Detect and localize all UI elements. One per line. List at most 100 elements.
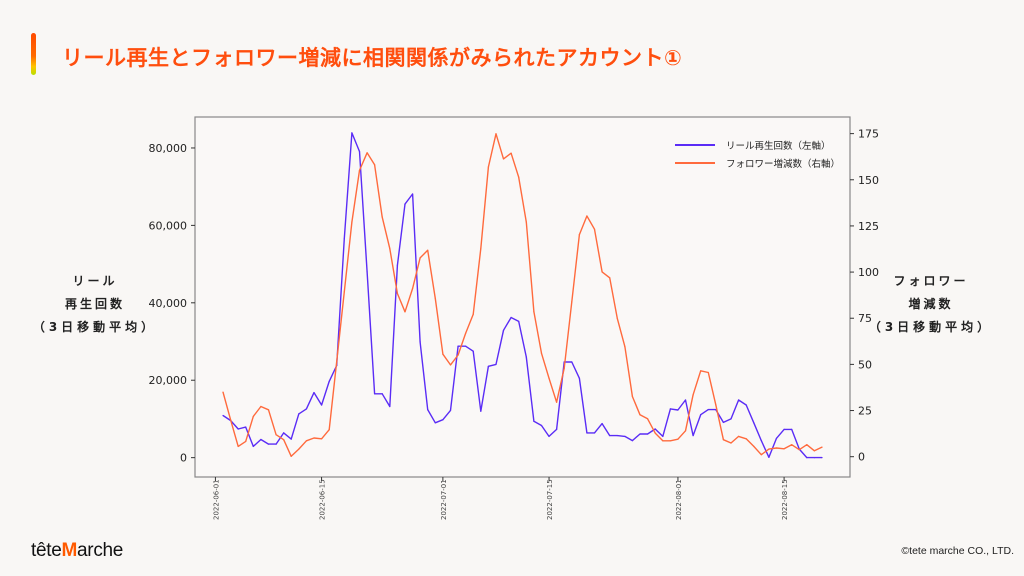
reel-views-point xyxy=(631,440,634,442)
follower-change-point xyxy=(358,169,361,171)
reel-views-point xyxy=(571,361,573,363)
follower-change-point xyxy=(389,248,391,250)
reel-views-point xyxy=(601,422,603,425)
reel-views-point xyxy=(305,408,308,410)
reel-views-point xyxy=(298,413,300,415)
reel-views-point xyxy=(502,329,505,331)
follower-change-point xyxy=(631,395,634,398)
left-y-tick-label: 20,000 xyxy=(149,374,188,387)
logo-text: M xyxy=(61,540,78,561)
follower-change-point xyxy=(510,152,512,154)
follower-change-point xyxy=(419,257,421,259)
follower-change-point xyxy=(662,440,664,442)
follower-change-point xyxy=(449,364,452,366)
follower-change-point xyxy=(320,438,323,440)
left-y-tick-label: 80,000 xyxy=(149,142,188,155)
reel-views-point xyxy=(745,404,747,406)
follower-change-point xyxy=(821,446,823,448)
x-tick-label: 2022-06-01 xyxy=(212,479,220,520)
reel-views-point xyxy=(760,440,762,442)
reel-views-point xyxy=(222,414,224,417)
reel-views-point xyxy=(518,320,520,322)
reel-views-point xyxy=(677,409,679,411)
follower-change-point xyxy=(298,448,300,450)
reel-views-point xyxy=(389,405,391,408)
reel-views-point xyxy=(791,428,793,430)
follower-change-point xyxy=(495,133,497,135)
follower-change-point xyxy=(480,248,482,250)
plot-frame xyxy=(194,116,851,478)
reel-views-point xyxy=(427,409,429,411)
reel-views-point xyxy=(442,419,444,421)
follower-change-point xyxy=(624,346,626,348)
follower-change-point xyxy=(700,370,702,372)
follower-change-point xyxy=(502,158,505,160)
logo-text: tête xyxy=(31,540,62,561)
copyright: ©tete marche CO., LTD. xyxy=(901,545,1014,557)
follower-change-point xyxy=(381,216,383,218)
reel-views-point xyxy=(252,445,254,448)
reel-views-point xyxy=(237,428,239,430)
follower-change-point xyxy=(730,442,732,444)
reel-views-point xyxy=(753,422,755,424)
x-tick-label: 2022-08-15 xyxy=(781,479,789,520)
reel-views-point xyxy=(722,421,725,424)
follower-change-point xyxy=(525,221,527,223)
reel-views-point xyxy=(480,410,482,412)
brand-logo: têteMarche xyxy=(31,540,123,562)
reel-views-point xyxy=(684,399,687,401)
follower-change-point xyxy=(313,437,315,439)
left-axis-label-line: （3日移動平均） xyxy=(32,320,158,334)
follower-change-point xyxy=(366,152,368,154)
follower-change-point xyxy=(275,434,277,436)
left-axis-label: リール 再生回数 （3日移動平均） xyxy=(30,270,160,339)
follower-change-point xyxy=(647,418,649,420)
follower-change-point xyxy=(427,249,429,251)
reel-views-point xyxy=(449,409,452,412)
right-axis-label: フォロワー 増減数 （3日移動平均） xyxy=(866,270,996,339)
follower-change-point xyxy=(813,450,816,452)
reel-views-point xyxy=(434,422,436,424)
follower-change-point xyxy=(556,401,558,403)
logo-text: arche xyxy=(77,540,124,561)
title-accent-bar xyxy=(31,33,36,75)
right-y-tick-label: 175 xyxy=(858,128,879,141)
follower-change-point xyxy=(267,409,270,411)
left-axis-label-line: リール xyxy=(72,274,118,288)
reel-views-point xyxy=(313,392,315,394)
reel-views-point xyxy=(548,435,550,437)
follower-change-point xyxy=(669,440,671,442)
reel-views-point xyxy=(411,193,414,195)
follower-change-point xyxy=(563,367,565,369)
follower-change-point xyxy=(351,221,353,223)
follower-change-point xyxy=(336,361,338,363)
follower-change-point xyxy=(760,454,762,456)
follower-change-point xyxy=(434,297,436,300)
follower-change-point xyxy=(798,449,800,451)
reel-views-point xyxy=(647,433,649,435)
reel-views-point xyxy=(533,420,535,422)
follower-change-point xyxy=(442,353,444,355)
follower-change-point xyxy=(791,444,793,446)
right-y-tick-label: 150 xyxy=(858,174,879,187)
reel-views-point xyxy=(737,399,740,401)
reel-views-point xyxy=(487,365,489,367)
right-y-tick-label: 100 xyxy=(858,266,879,279)
reel-views-point xyxy=(366,271,368,273)
follower-change-point xyxy=(374,164,376,166)
follower-change-point xyxy=(586,215,588,217)
reel-views-point xyxy=(593,432,596,434)
follower-change-point xyxy=(518,176,520,178)
follower-change-point xyxy=(639,414,641,416)
reel-views-point xyxy=(730,418,732,420)
follower-change-point xyxy=(609,277,611,279)
follower-change-point xyxy=(715,404,717,406)
follower-change-point xyxy=(305,440,308,442)
follower-change-point xyxy=(677,438,679,440)
x-tick-label: 2022-07-01 xyxy=(440,479,448,520)
follower-change-point xyxy=(457,354,459,356)
reel-views-point xyxy=(556,428,558,430)
reel-views-point xyxy=(692,434,694,437)
reel-views-point xyxy=(775,437,778,439)
